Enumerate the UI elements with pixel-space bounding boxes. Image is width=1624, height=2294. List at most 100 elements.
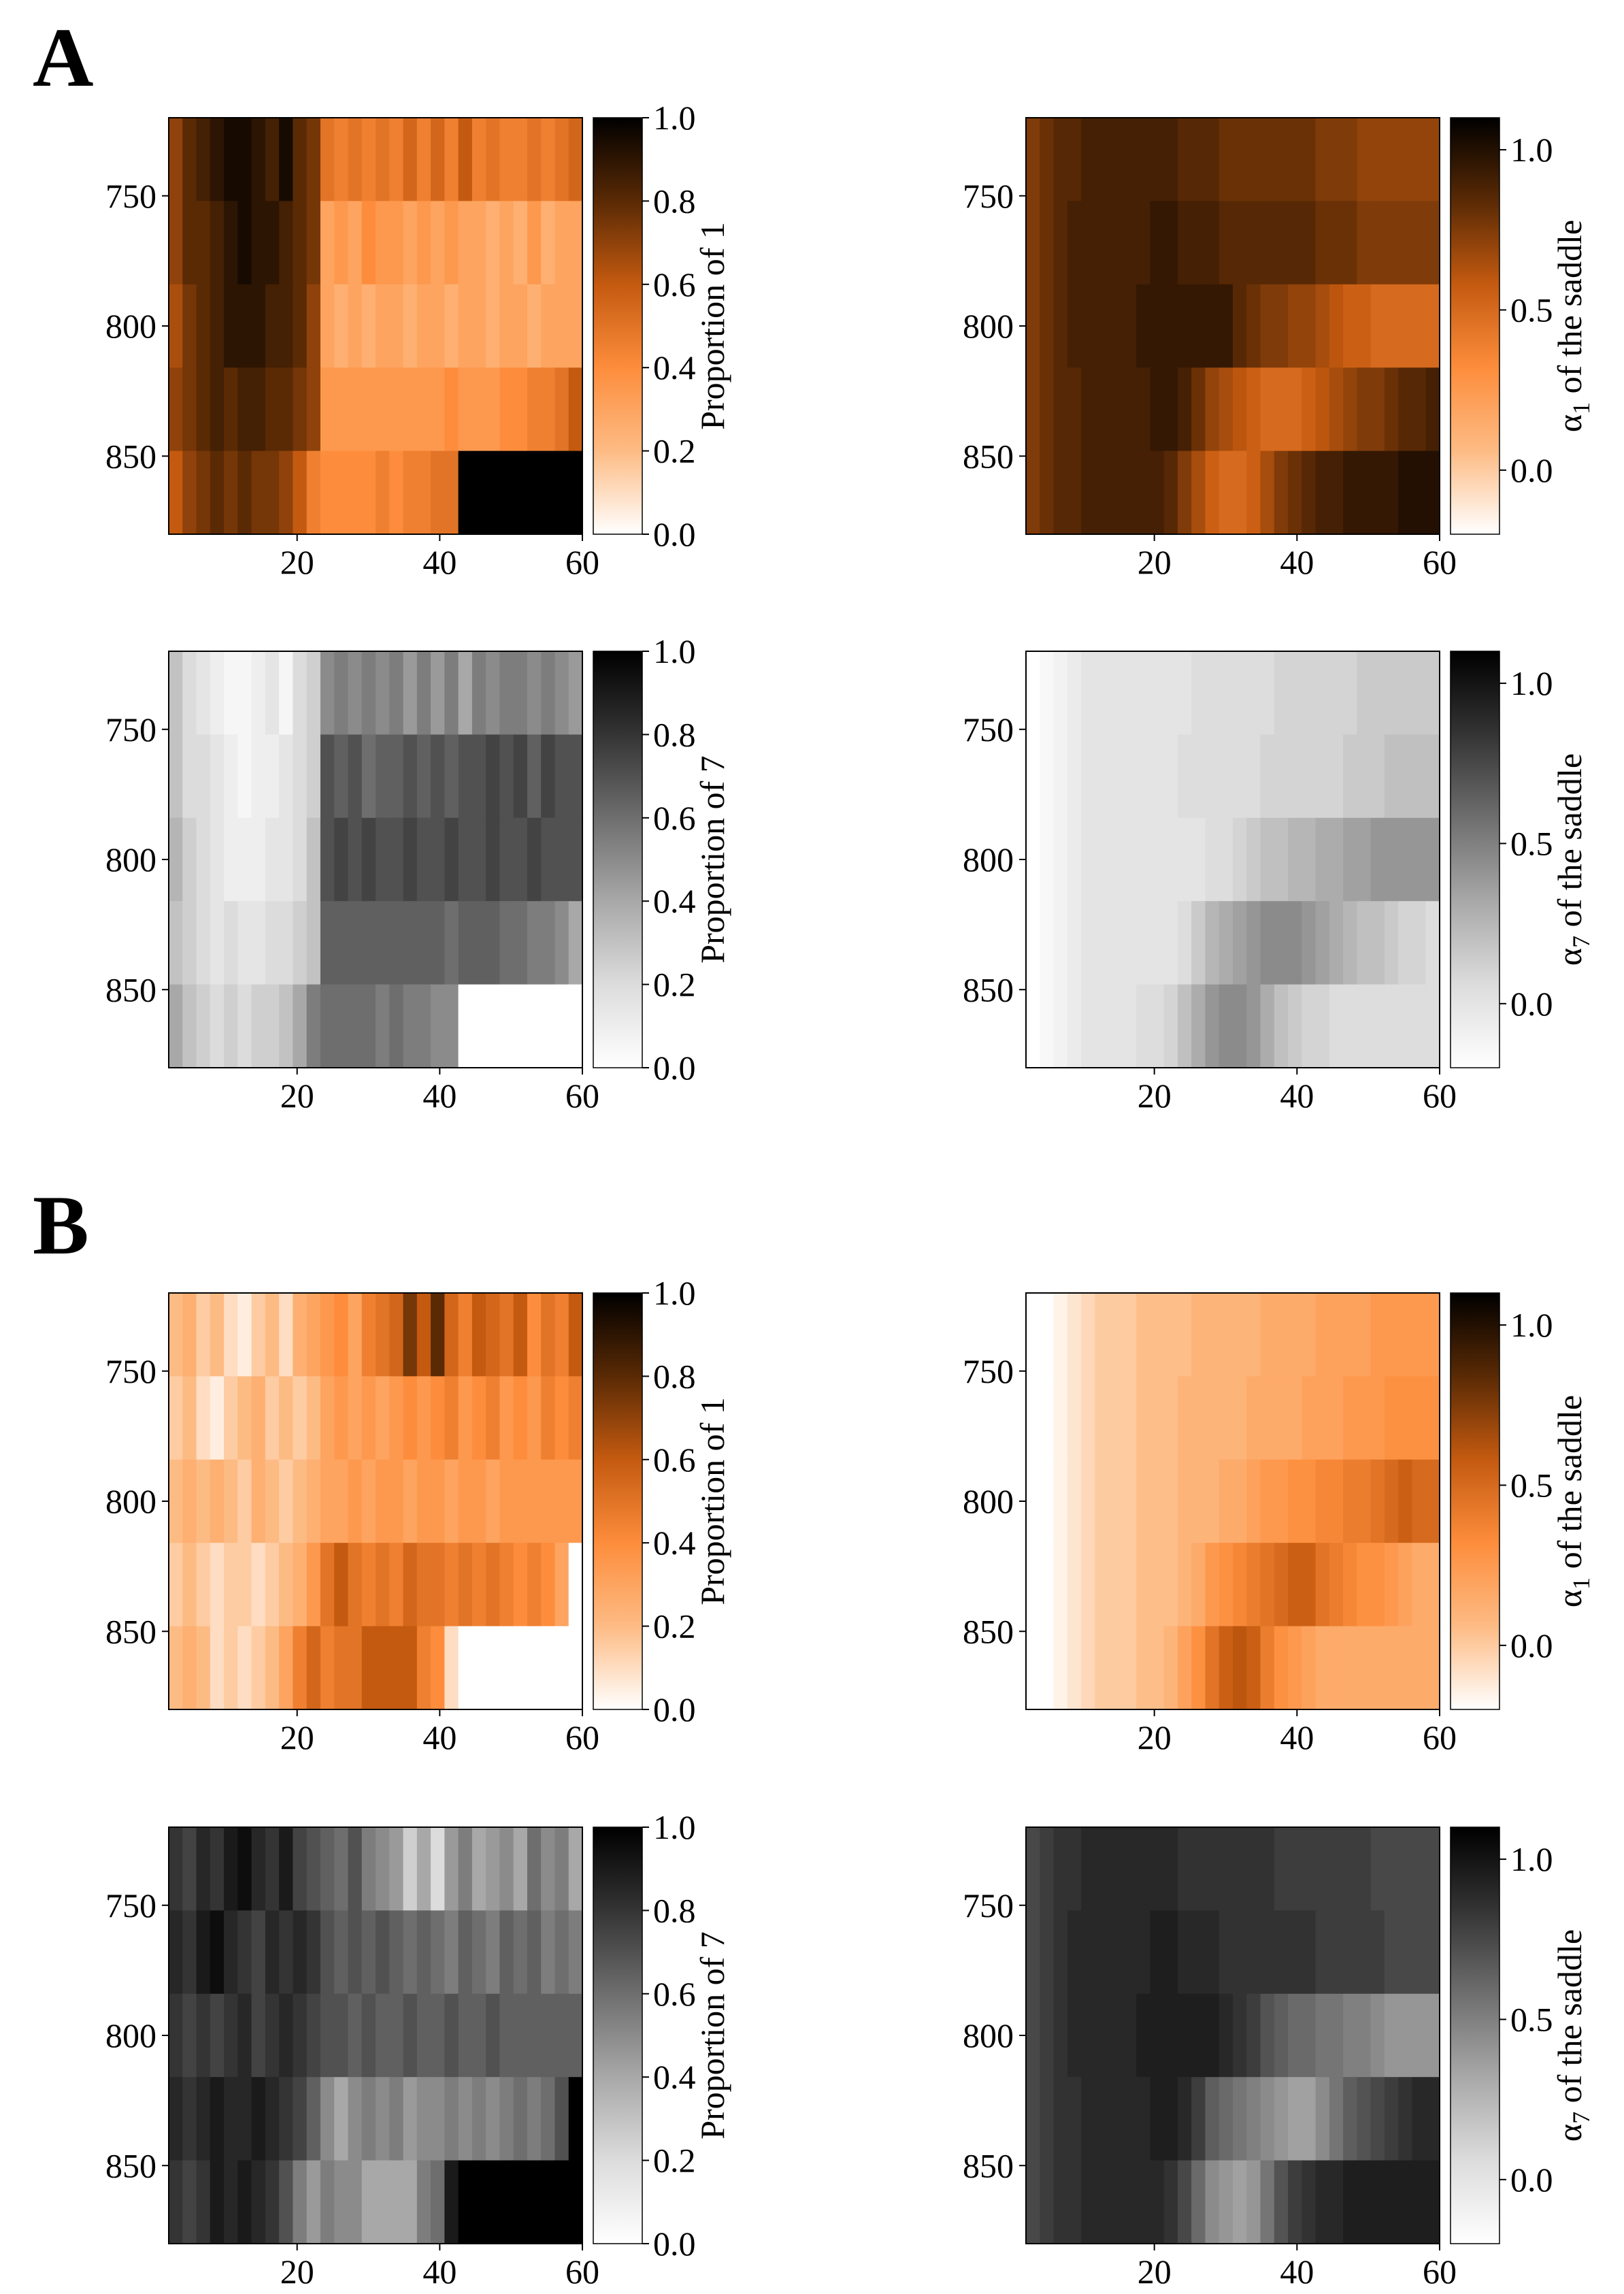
heatmap-cell: [1219, 1293, 1233, 1377]
heatmap-cell: [376, 1993, 390, 2078]
y-tick-label: 750: [963, 177, 1014, 215]
heatmap-cell: [1081, 118, 1095, 201]
heatmap-cell: [1274, 1993, 1289, 2078]
heatmap-cell: [471, 367, 486, 452]
colorbar-tick-label: 0.8: [653, 182, 696, 220]
heatmap-cell: [471, 1993, 486, 2078]
heatmap-cell: [513, 1626, 528, 1710]
heatmap-cell: [554, 118, 569, 201]
heatmap-cell: [499, 901, 514, 985]
heatmap-cell: [210, 984, 225, 1068]
heatmap-cell: [431, 817, 445, 902]
heatmap-cell: [265, 1910, 280, 1995]
heatmap-cell: [486, 450, 500, 535]
heatmap-cell: [169, 450, 183, 535]
heatmap-cell: [1370, 284, 1385, 368]
heatmap-cell: [334, 651, 349, 735]
heatmap-cell: [293, 1543, 308, 1627]
heatmap-cell: [1425, 1827, 1440, 1911]
heatmap-cell: [541, 1293, 556, 1377]
heatmap-cell: [1219, 1626, 1233, 1710]
heatmap-cell: [1191, 1459, 1206, 1543]
heatmap-cell: [554, 901, 569, 985]
heatmap-cell: [486, 367, 500, 452]
heatmap-cell: [458, 901, 473, 985]
heatmap-cell: [1136, 1459, 1150, 1543]
heatmap-cell: [1150, 1993, 1165, 2078]
heatmap-cell: [1357, 118, 1372, 201]
heatmap-cell: [196, 1543, 211, 1627]
heatmap-cell: [224, 2077, 238, 2161]
heatmap-cell: [1081, 201, 1095, 285]
heatmap-cell: [541, 734, 556, 819]
heatmap-cell: [1274, 284, 1289, 368]
colorbar-tick-label: 1.0: [653, 99, 696, 137]
heatmap-cell: [1302, 1910, 1316, 1995]
heatmap-cell: [1288, 1910, 1302, 1995]
heatmap-cell: [416, 1459, 431, 1543]
heatmap-cell: [1026, 984, 1040, 1068]
heatmap-cell: [1191, 1543, 1206, 1627]
heatmap-cell: [210, 2160, 225, 2244]
heatmap-cell: [471, 1827, 486, 1911]
heatmap-cell: [1136, 651, 1150, 735]
heatmap-cell: [416, 367, 431, 452]
heatmap-cell: [251, 734, 266, 819]
heatmap-cell: [1177, 901, 1192, 985]
heatmap-cell: [224, 1626, 238, 1710]
heatmap-cell: [1219, 1459, 1233, 1543]
heatmap-cell: [1219, 1827, 1233, 1911]
heatmap-cell: [1384, 1543, 1399, 1627]
heatmap-cell: [541, 367, 556, 452]
heatmap-cell: [251, 1626, 266, 1710]
heatmap-cell: [334, 984, 349, 1068]
heatmap-cell: [541, 984, 556, 1068]
heatmap-cell: [499, 2160, 514, 2244]
heatmap-cell: [541, 2077, 556, 2161]
heatmap-cell: [1067, 1827, 1082, 1911]
heatmap-cell: [334, 2077, 349, 2161]
heatmap-cell: [1302, 734, 1316, 819]
heatmap-cell: [554, 1376, 569, 1460]
heatmap-cell: [210, 284, 225, 368]
heatmap-cell: [1302, 1543, 1316, 1627]
heatmap-cell: [1177, 1376, 1192, 1460]
heatmap-cell: [376, 1626, 390, 1710]
heatmap-cell: [1163, 450, 1178, 535]
heatmap-cell: [1205, 367, 1220, 452]
heatmap-cell: [1136, 201, 1150, 285]
colorbar-tick-label: 0.5: [1510, 1466, 1553, 1504]
heatmap-cell: [1233, 450, 1247, 535]
heatmap-cell: [1425, 1626, 1440, 1710]
heatmap-cell: [568, 1459, 583, 1543]
heatmap-cell: [1233, 901, 1247, 985]
heatmap-cell: [169, 367, 183, 452]
heatmap-cell: [403, 984, 418, 1068]
heatmap-cell: [527, 651, 542, 735]
heatmap-cell: [486, 651, 500, 735]
heatmap-cell: [1163, 901, 1178, 985]
heatmap-cell: [471, 450, 486, 535]
heatmap-cell: [1053, 1459, 1068, 1543]
heatmap-cell: [527, 901, 542, 985]
heatmap-cell: [1260, 1459, 1275, 1543]
heatmap-cell: [1095, 2077, 1110, 2161]
heatmap-cell: [444, 651, 459, 735]
heatmap-cell: [527, 2160, 542, 2244]
heatmap-cell: [416, 201, 431, 285]
heatmap-cell: [361, 284, 376, 368]
heatmap-cell: [486, 1910, 500, 1995]
heatmap-cell: [1219, 734, 1233, 819]
heatmap-cell: [1095, 2160, 1110, 2244]
heatmap-cell: [1329, 1910, 1344, 1995]
heatmap-cell: [376, 901, 390, 985]
heatmap-cell: [1343, 2077, 1357, 2161]
heatmap-cell: [1260, 118, 1275, 201]
heatmap-cell: [1425, 450, 1440, 535]
heatmap-cell: [1095, 1376, 1110, 1460]
heatmap-cell: [1343, 284, 1357, 368]
heatmap-cell: [361, 1459, 376, 1543]
heatmap-cell: [471, 1910, 486, 1995]
heatmap-cell: [1040, 651, 1055, 735]
heatmap-cell: [416, 1827, 431, 1911]
